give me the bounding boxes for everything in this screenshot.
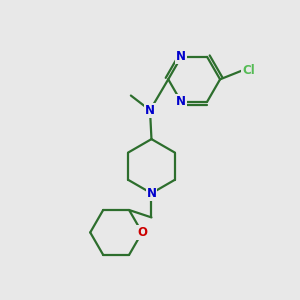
Text: Cl: Cl [242, 64, 255, 77]
Text: N: N [146, 187, 157, 200]
Text: N: N [145, 104, 155, 117]
Text: O: O [137, 226, 147, 239]
Text: N: N [176, 95, 186, 108]
Text: N: N [176, 50, 186, 63]
